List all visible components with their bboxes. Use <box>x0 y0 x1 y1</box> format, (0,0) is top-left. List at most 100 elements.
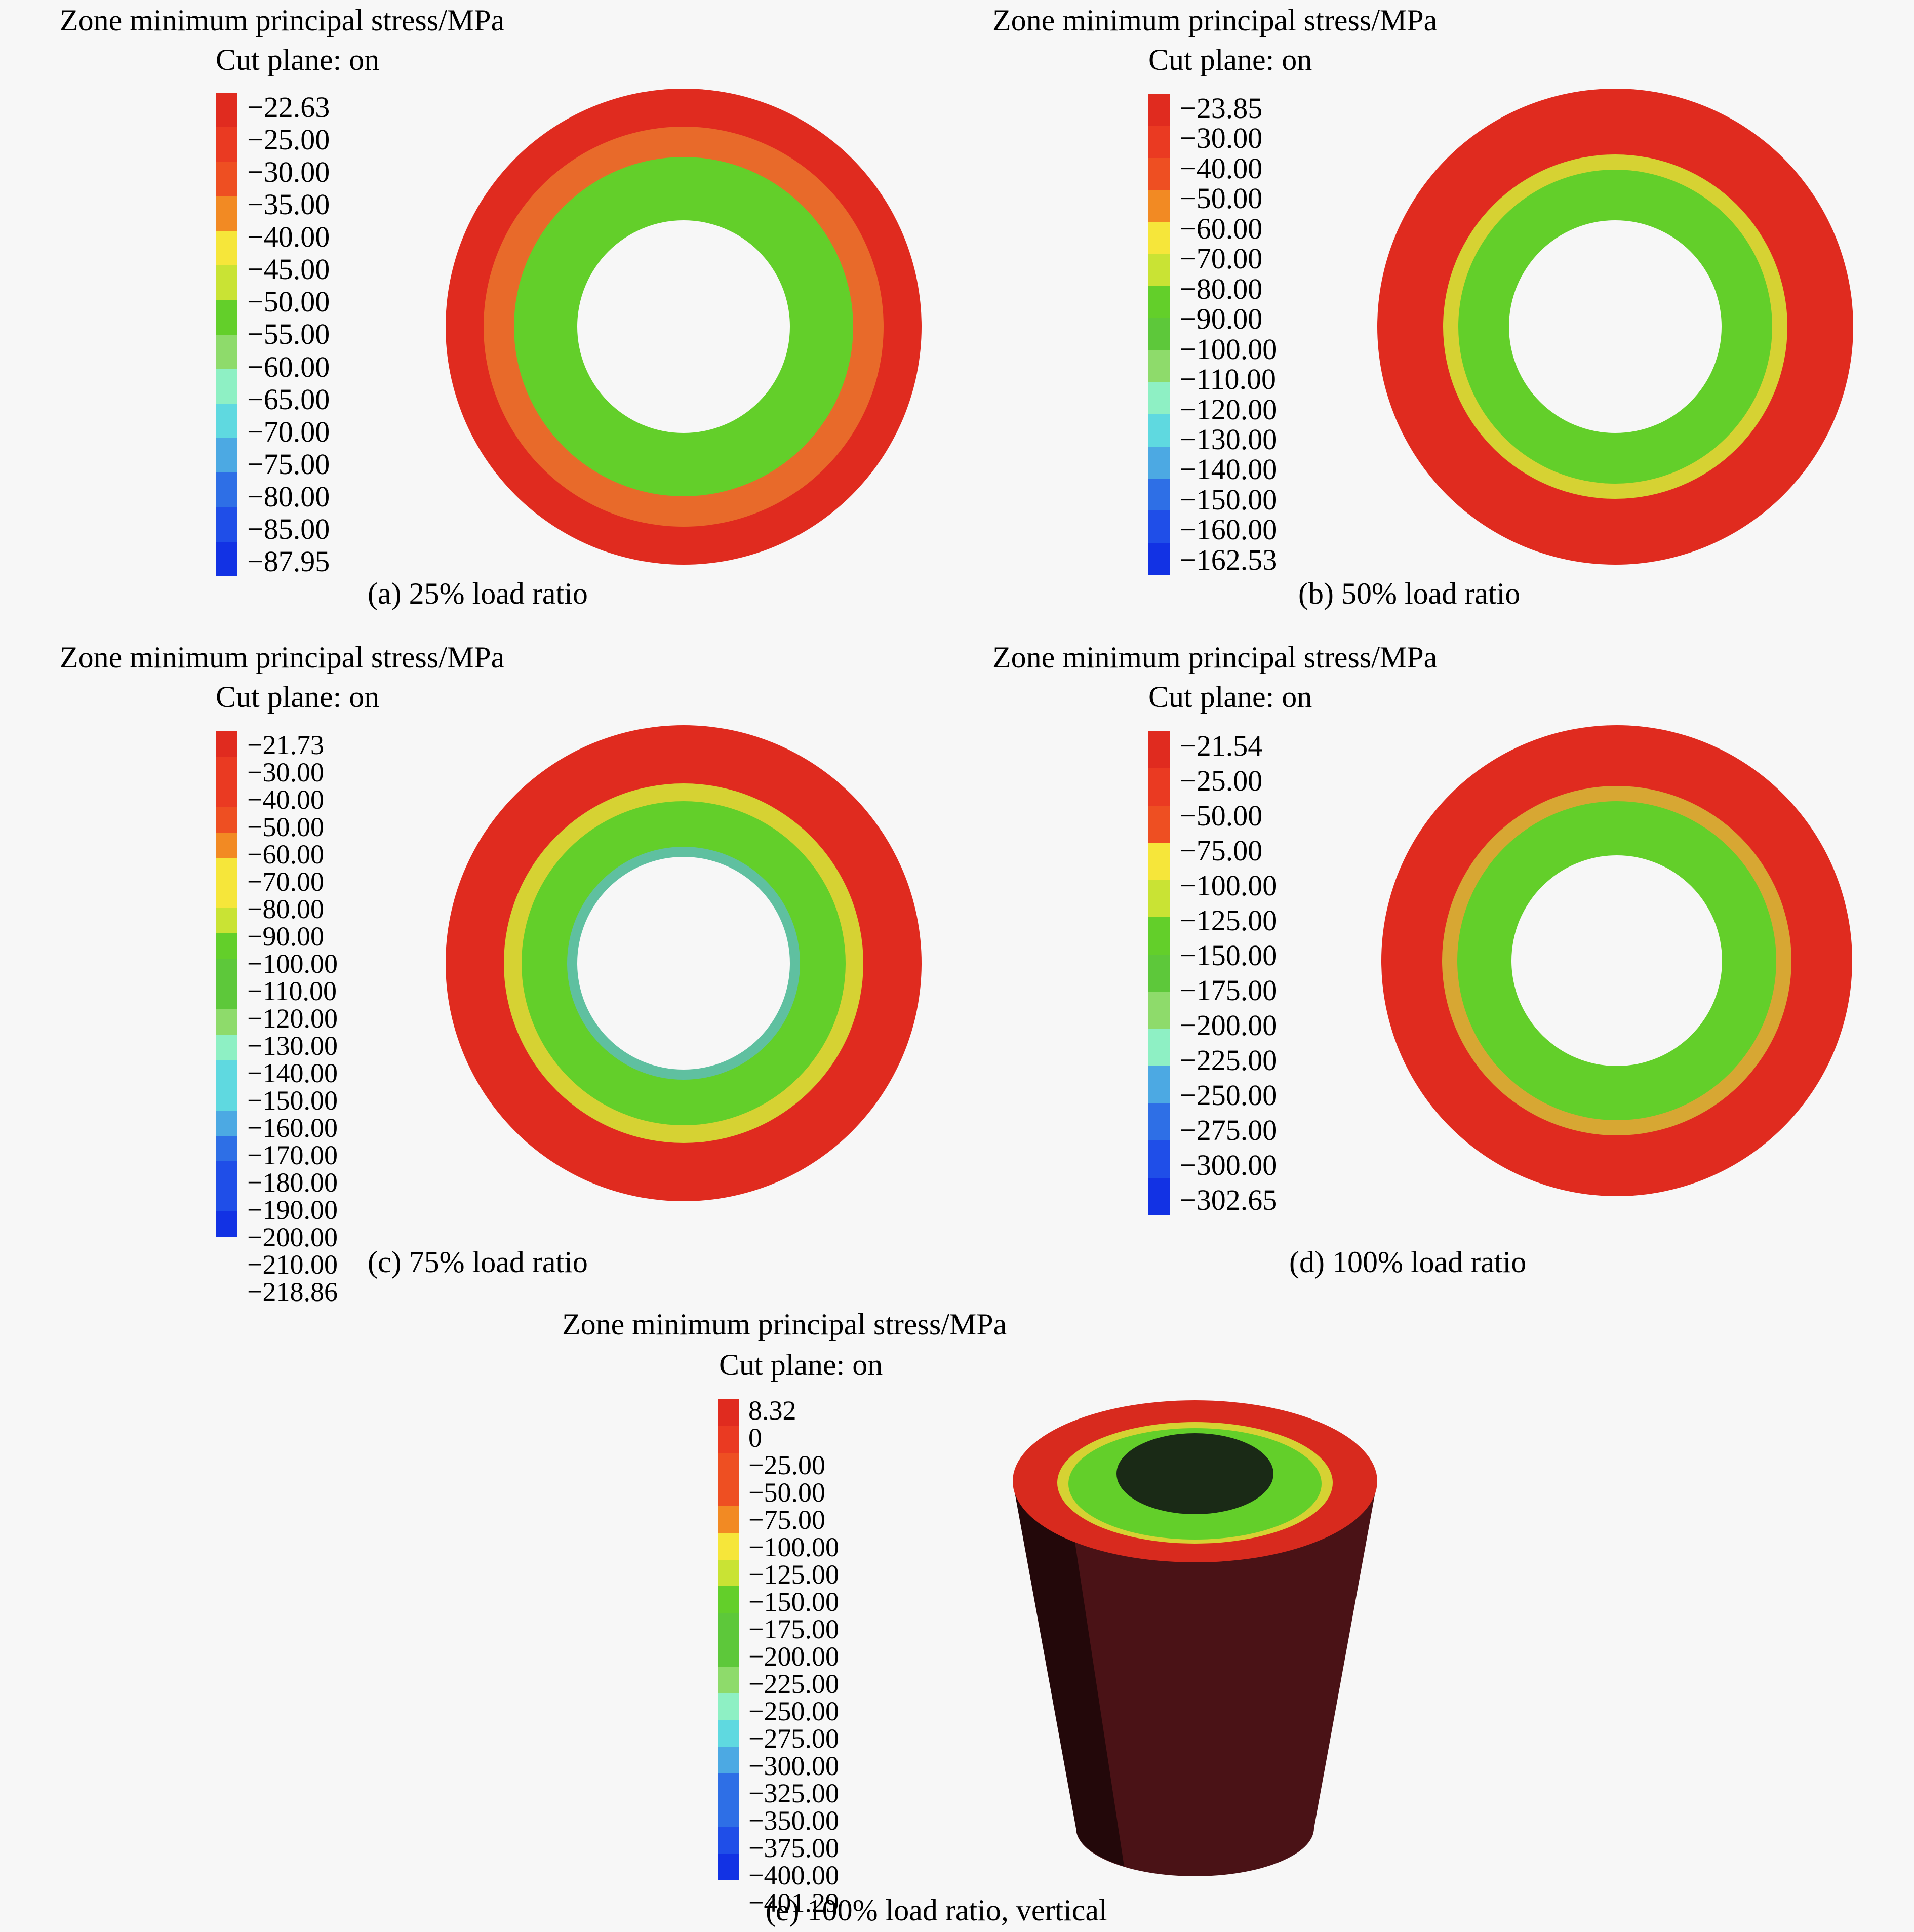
legend-tick-label: −150.00 <box>748 1587 839 1617</box>
panel-b-ring-diagram <box>1377 89 1853 565</box>
legend-tick-label: −200.00 <box>748 1641 839 1672</box>
colorbar-swatch <box>718 1693 739 1720</box>
legend-tick-label: −75.00 <box>1180 834 1263 867</box>
legend-tick-label: −75.00 <box>247 447 330 481</box>
colorbar-swatch <box>216 507 237 542</box>
colorbar-swatch <box>216 334 237 369</box>
colorbar-swatch <box>216 1135 237 1161</box>
panel-c-subtitle: Cut plane: on <box>216 680 380 714</box>
legend-tick-label: −75.00 <box>748 1505 825 1535</box>
colorbar-swatch <box>718 1559 739 1587</box>
panel-d-title: Zone minimum principal stress/MPa <box>992 641 1438 674</box>
panel-c-caption: (c) 75% load ratio <box>368 1245 588 1279</box>
colorbar-swatch <box>718 1666 739 1693</box>
legend-tick-label: −23.85 <box>1180 92 1263 125</box>
colorbar-swatch <box>1148 805 1170 843</box>
legend-tick-label: −175.00 <box>1180 974 1278 1007</box>
colorbar-swatch <box>718 1854 739 1881</box>
legend-tick-label: −25.00 <box>1180 764 1263 797</box>
legend-tick-label: −60.00 <box>247 350 330 383</box>
legend-tick-label: −21.54 <box>1180 729 1263 762</box>
legend-tick-label: −225.00 <box>748 1669 839 1699</box>
legend-tick-label: −150.00 <box>247 1085 338 1116</box>
colorbar-swatch <box>216 472 237 507</box>
colorbar-swatch <box>1148 414 1170 447</box>
panel-e-caption: (e) 100% load ratio, vertical <box>766 1894 1107 1927</box>
colorbar-swatch <box>216 959 237 984</box>
colorbar-swatch <box>216 93 237 128</box>
legend-tick-label: −25.00 <box>247 123 330 156</box>
colorbar-swatch <box>718 1827 739 1854</box>
panel-a-bore <box>577 220 790 433</box>
legend-tick-label: −302.65 <box>1180 1184 1278 1216</box>
legend-tick-label: −90.00 <box>247 921 324 952</box>
panel-d-colorbar <box>1148 731 1170 1215</box>
colorbar-swatch <box>718 1452 739 1480</box>
colorbar-swatch <box>216 933 237 959</box>
colorbar-swatch <box>216 196 237 231</box>
colorbar-swatch <box>1148 382 1170 415</box>
colorbar-swatch <box>1148 222 1170 254</box>
colorbar-swatch <box>718 1640 739 1667</box>
legend-tick-label: −45.00 <box>247 253 330 286</box>
colorbar-swatch <box>216 438 237 473</box>
legend-tick-label: −100.00 <box>247 949 338 979</box>
colorbar-swatch <box>216 832 237 858</box>
colorbar-swatch <box>216 984 237 1009</box>
legend-tick-label: −130.00 <box>247 1031 338 1061</box>
panel-a-legend: −22.63 −25.00 −30.00 −35.00 −40.00 −45.00 −50.… <box>247 93 330 576</box>
panel-a-caption: (a) 25% load ratio <box>368 577 588 610</box>
panel-e-subtitle: Cut plane: on <box>719 1348 883 1382</box>
legend-tick-label: −190.00 <box>247 1195 338 1225</box>
legend-tick-label: 0 <box>748 1423 762 1453</box>
legend-tick-label: −160.00 <box>247 1113 338 1143</box>
panel-e-title: Zone minimum principal stress/MPa <box>562 1308 1007 1341</box>
legend-tick-label: −40.00 <box>247 220 330 254</box>
colorbar-swatch <box>1148 350 1170 382</box>
legend-tick-label: −50.00 <box>247 812 324 842</box>
colorbar-swatch <box>216 1009 237 1035</box>
legend-tick-label: −65.00 <box>247 382 330 416</box>
legend-tick-label: −110.00 <box>1180 363 1277 396</box>
colorbar-swatch <box>216 807 237 833</box>
panel-d-caption: (d) 100% load ratio <box>1289 1245 1527 1279</box>
legend-tick-label: −100.00 <box>1180 869 1278 902</box>
colorbar-swatch <box>216 300 237 335</box>
colorbar-swatch <box>216 265 237 300</box>
panel-a-title: Zone minimum principal stress/MPa <box>60 4 505 37</box>
legend-tick-label: −50.00 <box>1180 799 1263 832</box>
panel-b-caption: (b) 50% load ratio <box>1298 577 1521 610</box>
panel-d-bore <box>1511 855 1722 1066</box>
legend-tick-label: −250.00 <box>1180 1079 1278 1112</box>
colorbar-swatch <box>718 1800 739 1827</box>
legend-tick-label: −218.86 <box>247 1277 338 1307</box>
legend-tick-label: −150.00 <box>1180 939 1278 972</box>
legend-tick-label: −162.53 <box>1180 543 1278 576</box>
colorbar-swatch <box>1148 1066 1170 1103</box>
panel-e-cylinder-diagram <box>1013 1400 1377 1876</box>
colorbar-swatch <box>216 1186 237 1212</box>
legend-tick-label: −40.00 <box>247 784 324 815</box>
panel-a-ring-diagram <box>446 89 922 565</box>
legend-tick-label: −140.00 <box>247 1058 338 1088</box>
colorbar-swatch <box>216 127 237 162</box>
legend-tick-label: −70.00 <box>247 866 324 897</box>
legend-tick-label: −50.00 <box>748 1477 825 1508</box>
colorbar-swatch <box>216 883 237 909</box>
legend-tick-label: −175.00 <box>748 1614 839 1644</box>
legend-tick-label: −21.73 <box>247 730 324 760</box>
legend-tick-label: −125.00 <box>748 1559 839 1590</box>
panel-c-legend: −21.73 −30.00 −40.00 −50.00 −60.00 −70.00 −80.… <box>247 730 338 1306</box>
colorbar-swatch <box>1148 446 1170 479</box>
legend-tick-label: −40.00 <box>1180 151 1263 185</box>
legend-tick-label: −70.00 <box>1180 242 1263 275</box>
panel-c-bore <box>577 857 790 1070</box>
legend-tick-label: −90.00 <box>1180 302 1263 336</box>
colorbar-swatch <box>718 1399 739 1426</box>
legend-tick-label: −80.00 <box>1180 272 1263 305</box>
legend-tick-label: −225.00 <box>1180 1044 1278 1077</box>
colorbar-swatch <box>216 1059 237 1085</box>
legend-tick-label: −180.00 <box>247 1167 338 1198</box>
panel-b-legend: −23.85 −30.00 −40.00 −50.00 −60.00 −70.00 −80.… <box>1180 94 1277 575</box>
colorbar-swatch <box>216 731 237 757</box>
